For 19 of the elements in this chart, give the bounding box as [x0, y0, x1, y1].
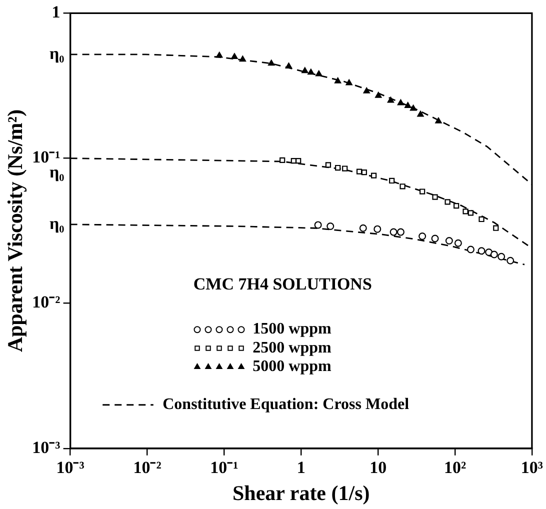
y-tick-label: 1 [52, 2, 60, 22]
x-tick-label: 10 [370, 458, 387, 477]
y-tick-label: 10⁻² [32, 292, 60, 312]
x-tick-label: 10⁻² [133, 458, 162, 477]
x-tick-label: 1 [296, 458, 306, 477]
x-axis-title: Shear rate (1/s) [232, 480, 370, 505]
y-axis-title: Apparent Viscosity (Ns/m²) [3, 109, 28, 352]
x-tick-label: 10² [444, 458, 466, 477]
legend-label: 2500 wppm [252, 339, 332, 356]
legend-label: 1500 wppm [252, 320, 332, 338]
x-tick-label: 10⁻¹ [210, 458, 238, 477]
x-tick-label: 10³ [520, 458, 544, 477]
legend-label: 5000 wppm [252, 358, 332, 376]
legend-title: CMC 7H4 SOLUTIONS [193, 274, 372, 294]
x-tick-label: 10⁻³ [56, 458, 84, 477]
legend-label: Constitutive Equation: Cross Model [162, 396, 410, 414]
text: η₀ [50, 44, 64, 63]
y-tick-label: 10⁻³ [32, 438, 60, 457]
text: η₀ [50, 214, 64, 233]
